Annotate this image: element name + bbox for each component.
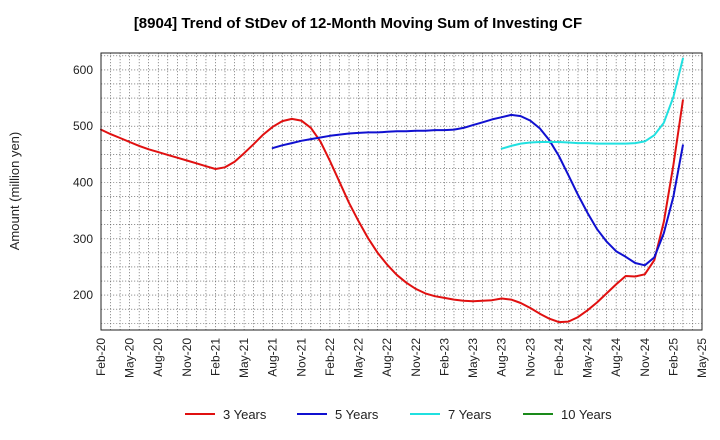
x-tick-label: May-22 (352, 338, 366, 378)
x-tick-label: Feb-24 (552, 338, 566, 376)
x-tick-label: Aug-23 (495, 338, 509, 377)
legend-label: 10 Years (561, 407, 612, 422)
x-tick-label: Aug-22 (380, 338, 394, 377)
x-tick-label: Feb-20 (94, 338, 108, 376)
series-lines (100, 57, 684, 324)
x-tick-label: Nov-23 (523, 338, 537, 377)
chart-title: [8904] Trend of StDev of 12-Month Moving… (134, 15, 582, 32)
plot-frame (100, 52, 703, 331)
x-tick-label: Feb-23 (437, 338, 451, 376)
x-tick-label: Aug-20 (151, 338, 165, 377)
y-tick-label: 600 (73, 63, 93, 77)
x-tick-label: Nov-24 (638, 338, 652, 377)
legend-label: 3 Years (223, 407, 267, 422)
series-line (500, 57, 684, 150)
x-tick-label: May-20 (123, 338, 137, 378)
y-tick-labels: 200 300 400 500 600 (73, 63, 93, 302)
x-tick-label: May-23 (466, 338, 480, 378)
x-tick-label: Nov-21 (294, 338, 308, 377)
y-tick-label: 200 (73, 288, 93, 302)
legend: 3 Years 5 Years 7 Years 10 Years (185, 407, 612, 422)
y-tick-label: 400 (73, 175, 93, 189)
x-tick-labels: Feb-20 May-20 Aug-20 Nov-20 Feb-21 May-21 Aug-… (94, 338, 709, 378)
x-tick-label: Aug-21 (266, 338, 280, 377)
y-axis-label: Amount (million yen) (7, 132, 22, 251)
x-tick-label: May-24 (581, 338, 595, 378)
y-tick-label: 300 (73, 232, 93, 246)
legend-label: 5 Years (335, 407, 379, 422)
x-tick-label: May-21 (237, 338, 251, 378)
legend-label: 7 Years (448, 407, 492, 422)
x-tick-label: Aug-24 (609, 338, 623, 377)
x-tick-label: Feb-22 (323, 338, 337, 376)
series-line (271, 113, 684, 267)
y-tick-label: 500 (73, 119, 93, 133)
x-tick-label: Nov-20 (180, 338, 194, 377)
grid (100, 53, 703, 330)
series-line (100, 99, 684, 324)
x-tick-label: Feb-25 (666, 338, 680, 376)
x-tick-label: Feb-21 (208, 338, 222, 376)
x-tick-label: May-25 (695, 338, 709, 378)
x-tick-label: Nov-22 (409, 338, 423, 377)
